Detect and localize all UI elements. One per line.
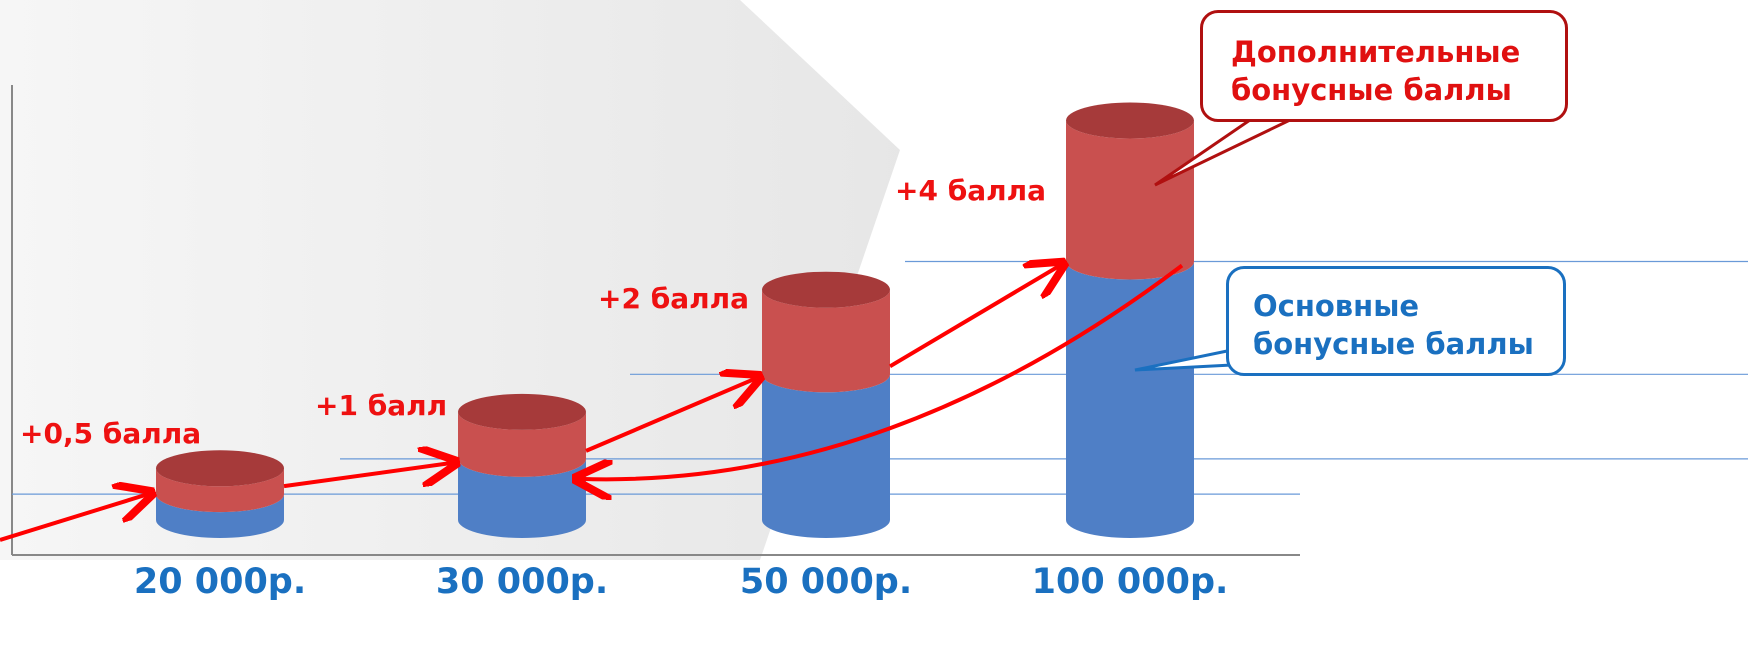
x-tick-label: 100 000р. bbox=[1032, 562, 1229, 602]
legend-callout: Основные бонусные баллы bbox=[1226, 266, 1566, 376]
cylinder-top bbox=[1066, 103, 1194, 139]
legend-callout: Дополнительные бонусные баллы bbox=[1200, 10, 1568, 122]
page: 20 000р. 30 000р. 50 000р. 100 000р. +0,5 ба… bbox=[0, 0, 1748, 671]
cylinder-top bbox=[458, 394, 586, 430]
cylinder-top bbox=[156, 450, 284, 486]
annotation: +0,5 балла bbox=[20, 417, 201, 450]
cylinder-segment bbox=[1066, 121, 1194, 280]
annotation: +4 балла bbox=[895, 174, 1046, 207]
cylinder-segment bbox=[762, 374, 890, 538]
x-tick-label: 30 000р. bbox=[436, 562, 608, 602]
x-tick-label: 50 000р. bbox=[740, 562, 912, 602]
annotation: +2 балла bbox=[598, 282, 749, 315]
annotation: +1 балл bbox=[315, 389, 447, 422]
arrow bbox=[890, 266, 1060, 367]
cylinder-top bbox=[762, 272, 890, 308]
x-tick-label: 20 000р. bbox=[134, 562, 306, 602]
